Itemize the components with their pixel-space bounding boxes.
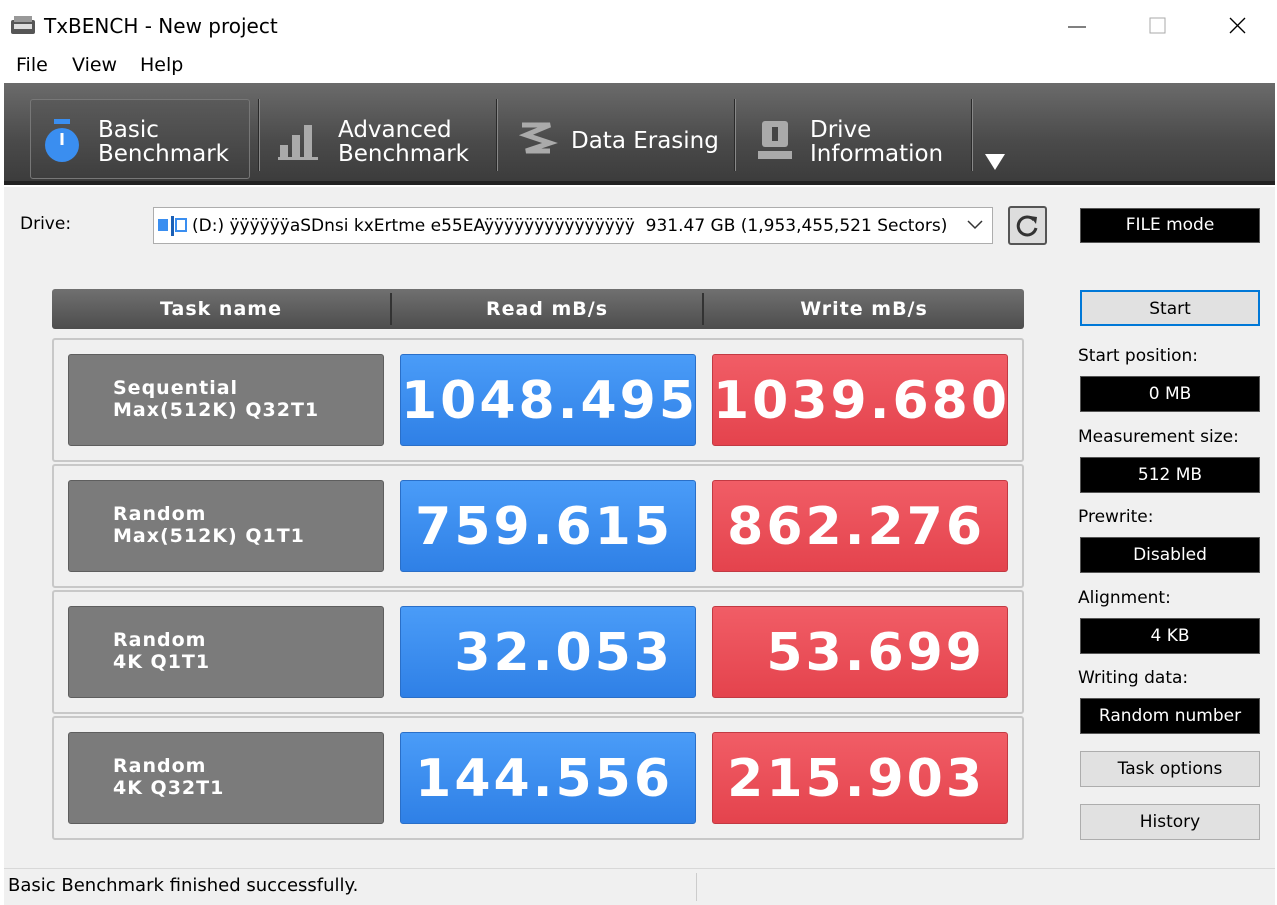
menu-item[interactable]: File bbox=[16, 54, 48, 76]
tab[interactable]: Data Erasing bbox=[504, 99, 734, 179]
toolbar: Basic Benchmark Advanced Benchmark Data … bbox=[4, 83, 1275, 185]
table-header: Task name Read mB/s Write mB/s bbox=[52, 289, 1024, 329]
tab-label: Benchmark bbox=[98, 141, 230, 167]
write-value: 862.276 bbox=[712, 480, 1008, 572]
tab-label: Advanced bbox=[338, 117, 452, 143]
menu-item[interactable]: Help bbox=[140, 54, 184, 76]
task-name-line: Max(512K) Q32T1 bbox=[113, 399, 320, 421]
window-title: TxBENCH - New project bbox=[44, 14, 278, 38]
drive-select[interactable]: (D:) ÿÿÿÿÿÿaSDnsi kxErtme e55EAÿÿÿÿÿÿÿÿÿ… bbox=[153, 207, 993, 244]
column-header: Task name bbox=[160, 298, 282, 320]
status-text: Basic Benchmark finished successfully. bbox=[8, 875, 359, 896]
tab[interactable]: Drive Information bbox=[742, 99, 972, 179]
separator bbox=[496, 99, 498, 171]
tab-icon bbox=[278, 125, 318, 160]
read-value: 144.556 bbox=[400, 732, 696, 824]
mode-indicator: FILE mode bbox=[1080, 208, 1260, 243]
column-header: Read mB/s bbox=[485, 298, 609, 320]
setting-value: 512 MB bbox=[1080, 456, 1260, 493]
setting-value: 0 MB bbox=[1080, 376, 1260, 412]
task-name-line: Random bbox=[113, 629, 207, 651]
tab-label: Data Erasing bbox=[571, 128, 719, 154]
task-name-line: 4K Q1T1 bbox=[113, 651, 211, 673]
separator bbox=[390, 293, 392, 325]
tab-icon bbox=[45, 119, 79, 162]
setting-label: Writing data: bbox=[1078, 668, 1189, 688]
window-controls[interactable] bbox=[1060, 12, 1260, 42]
tab-active bbox=[30, 99, 250, 179]
tab-label: Basic bbox=[98, 117, 159, 143]
history-button[interactable]: History bbox=[1080, 804, 1260, 840]
dropdown-arrow[interactable] bbox=[984, 153, 1006, 171]
separator bbox=[696, 873, 697, 901]
read-value: 32.053 bbox=[400, 606, 696, 698]
tab-icon bbox=[758, 121, 792, 159]
task-name-line: Random bbox=[113, 755, 207, 777]
setting-label: Prewrite: bbox=[1078, 507, 1154, 527]
title-bar bbox=[0, 0, 1277, 50]
menu-item[interactable]: View bbox=[72, 54, 118, 76]
task-name-button[interactable]: Sequential Max(512K) Q32T1 bbox=[68, 354, 384, 446]
setting-value: Random number bbox=[1080, 698, 1260, 734]
separator bbox=[702, 293, 704, 325]
separator bbox=[971, 99, 973, 171]
start-button[interactable]: Start bbox=[1080, 290, 1260, 326]
task-name-button[interactable]: Random 4K Q32T1 bbox=[68, 732, 384, 824]
write-value: 215.903 bbox=[712, 732, 1008, 824]
combo-arrow bbox=[967, 220, 983, 230]
app-icon bbox=[11, 16, 35, 34]
separator bbox=[734, 99, 736, 171]
tab-label: Benchmark bbox=[338, 141, 470, 167]
task-options-button[interactable]: Task options bbox=[1080, 751, 1260, 787]
tab[interactable]: Advanced Benchmark bbox=[266, 99, 496, 179]
read-value: 1048.495 bbox=[400, 354, 696, 446]
task-name-button[interactable]: Random Max(512K) Q1T1 bbox=[68, 480, 384, 572]
read-value: 759.615 bbox=[400, 480, 696, 572]
status-bar bbox=[4, 868, 1275, 905]
column-header: Write mB/s bbox=[800, 298, 928, 320]
tab-icon bbox=[518, 122, 558, 154]
tab[interactable]: Basic Benchmark bbox=[30, 99, 250, 179]
setting-value: 4 KB bbox=[1080, 617, 1260, 654]
task-name-line: Max(512K) Q1T1 bbox=[113, 525, 305, 547]
setting-label: Measurement size: bbox=[1078, 426, 1239, 447]
task-name-button[interactable]: Random 4K Q1T1 bbox=[68, 606, 384, 698]
drive-icon bbox=[158, 216, 187, 236]
setting-value: Disabled bbox=[1080, 537, 1260, 573]
task-name-line: Sequential bbox=[113, 377, 239, 399]
write-value: 1039.680 bbox=[712, 354, 1008, 446]
separator bbox=[258, 99, 260, 171]
refresh-icon bbox=[1016, 215, 1038, 237]
setting-label: Alignment: bbox=[1078, 587, 1171, 608]
drive-label: Drive: bbox=[20, 214, 72, 234]
refresh-button[interactable] bbox=[1008, 206, 1047, 245]
tab-label: Information bbox=[810, 141, 944, 167]
task-name-line: 4K Q32T1 bbox=[113, 777, 225, 799]
task-name-line: Random bbox=[113, 503, 207, 525]
write-value: 53.699 bbox=[712, 606, 1008, 698]
setting-label: Start position: bbox=[1078, 346, 1198, 366]
tab-label: Drive bbox=[810, 117, 872, 143]
